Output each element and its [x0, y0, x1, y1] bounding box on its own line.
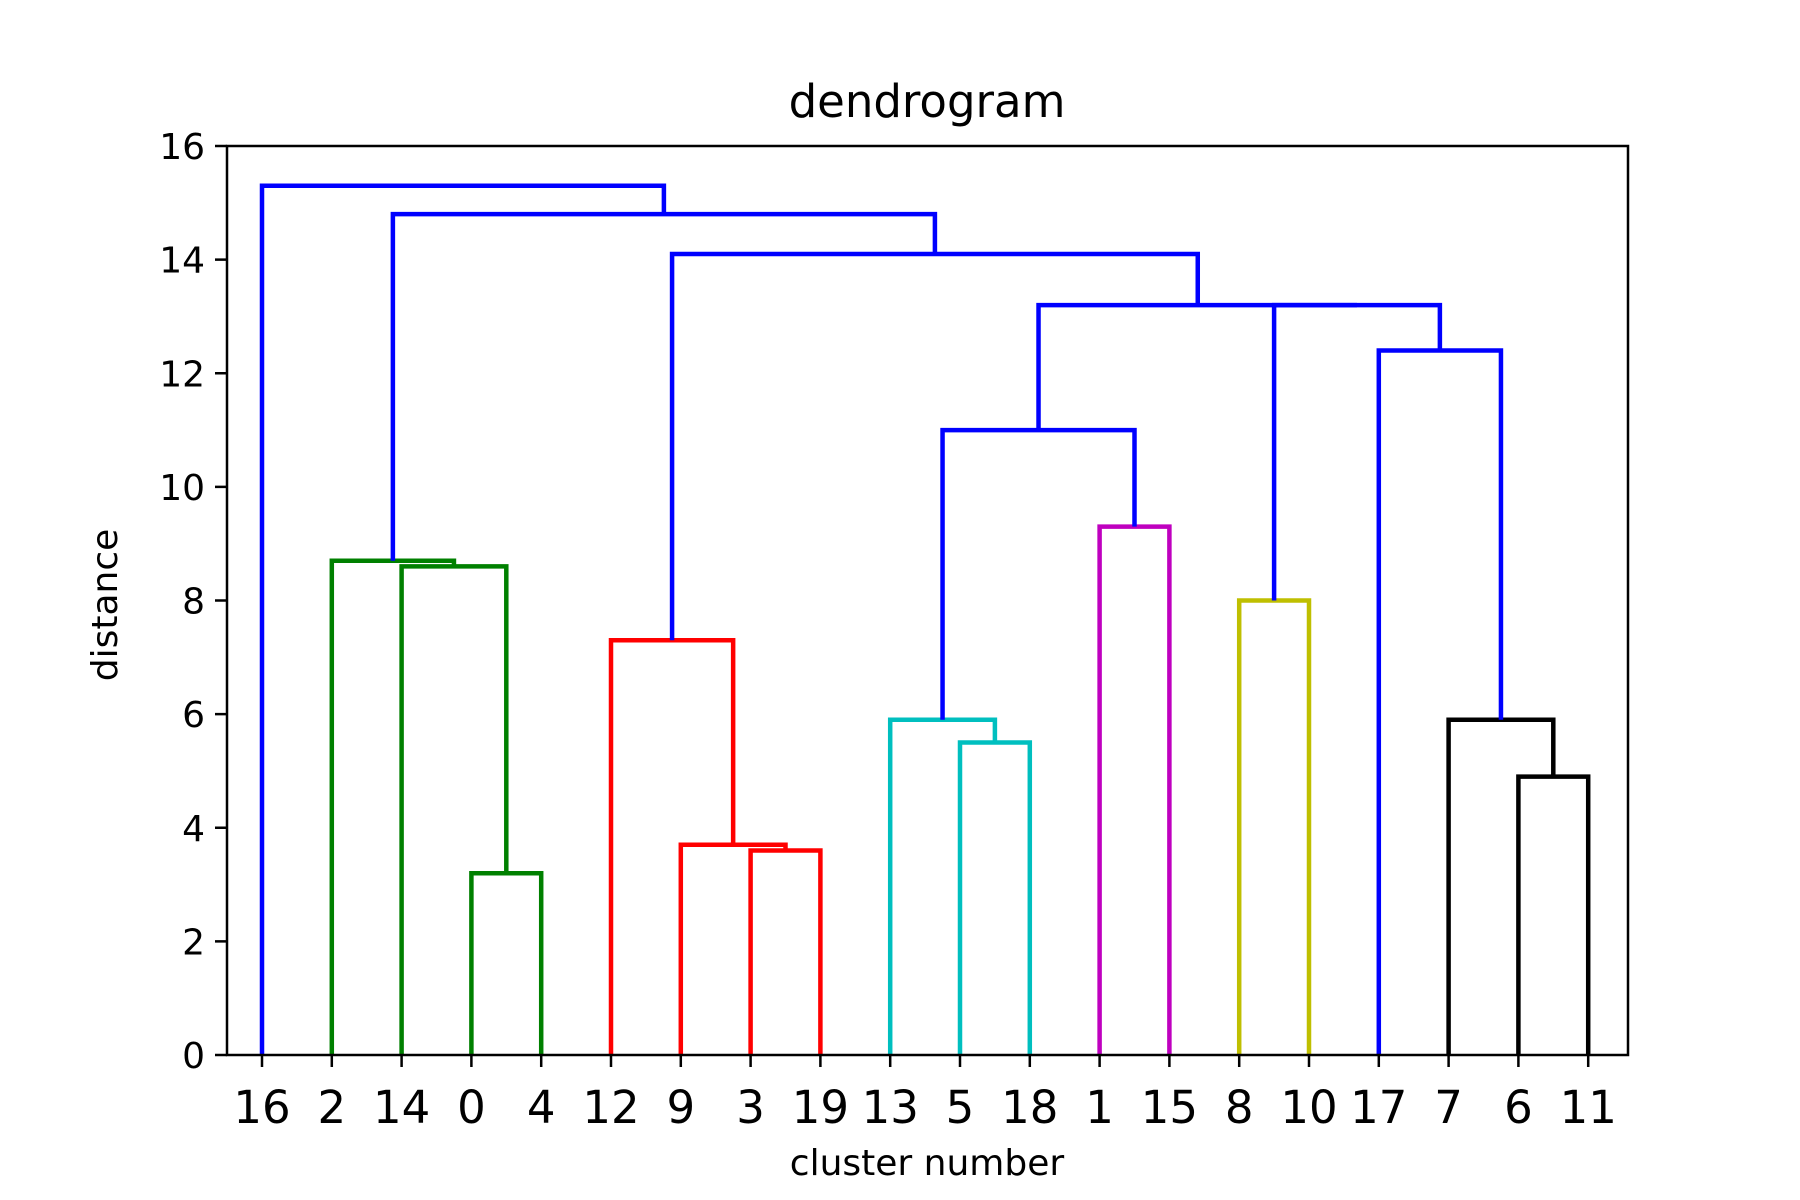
- leaf-label: 8: [1225, 1081, 1254, 1134]
- y-axis-ticks: 0 2 4 6 8 10 12 14 16: [159, 127, 227, 1077]
- y-tick-label: 14: [159, 241, 205, 282]
- dendrogram-link: [957, 740, 1033, 1055]
- y-tick-label: 8: [182, 582, 205, 623]
- y-tick-label: 0: [182, 1036, 205, 1077]
- x-axis-label: cluster number: [790, 1143, 1065, 1184]
- leaf-label: 15: [1141, 1081, 1198, 1134]
- leaf-label: 5: [946, 1081, 975, 1134]
- dendrogram-link: [678, 842, 788, 1055]
- dendrogram-link: [469, 870, 544, 1055]
- plot-frame: [225, 144, 1630, 1057]
- leaf-label: 16: [233, 1081, 290, 1134]
- y-tick-label: 4: [182, 809, 205, 850]
- leaf-label: 10: [1280, 1081, 1337, 1134]
- leaf-label: 7: [1434, 1081, 1463, 1134]
- leaf-label: 14: [373, 1081, 430, 1134]
- dendrogram-link: [390, 211, 938, 561]
- dendrogram-link: [399, 564, 509, 1055]
- y-tick-label: 12: [159, 354, 205, 395]
- x-axis-ticks: 16 2 14 0 4 12 9 3 19 13 5 18 1 15 8 10 17 7 6 11: [233, 1055, 1617, 1134]
- dendrogram-link: [748, 848, 823, 1055]
- dendrogram-link: [1236, 598, 1312, 1055]
- dendrogram-link: [608, 638, 736, 1055]
- dendrogram-link: [1097, 524, 1172, 1055]
- dendrogram-link: [1271, 302, 1443, 601]
- dendrogram-links: [259, 183, 1591, 1055]
- leaf-label: 3: [736, 1081, 765, 1134]
- leaf-label: 12: [582, 1081, 639, 1134]
- dendrogram-link: [1446, 717, 1556, 1055]
- y-axis-label: distance: [85, 529, 126, 682]
- leaf-label: 9: [666, 1081, 695, 1134]
- dendrogram-link: [887, 717, 998, 1055]
- leaf-label: 13: [862, 1081, 919, 1134]
- dendrogram-link: [1036, 302, 1357, 431]
- leaf-label: 19: [792, 1081, 849, 1134]
- dendrogram-link: [259, 183, 667, 1055]
- y-tick-label: 16: [159, 127, 205, 168]
- leaf-label: 17: [1350, 1081, 1407, 1134]
- leaf-label: 0: [457, 1081, 486, 1134]
- leaf-label: 18: [1001, 1081, 1058, 1134]
- y-tick-label: 2: [182, 922, 205, 963]
- leaf-label: 2: [317, 1081, 346, 1134]
- dendrogram-link: [1376, 348, 1504, 1055]
- dendrogram-link: [329, 558, 457, 1055]
- dendrogram-link: [1516, 774, 1591, 1055]
- dendrogram-link: [940, 427, 1137, 720]
- y-tick-label: 10: [159, 468, 205, 509]
- leaf-label: 11: [1560, 1081, 1617, 1134]
- leaf-label: 4: [527, 1081, 556, 1134]
- chart-title: dendrogram: [789, 75, 1066, 128]
- leaf-label: 6: [1504, 1081, 1533, 1134]
- y-tick-label: 6: [182, 695, 205, 736]
- leaf-label: 1: [1085, 1081, 1114, 1134]
- dendrogram-link: [669, 251, 1201, 641]
